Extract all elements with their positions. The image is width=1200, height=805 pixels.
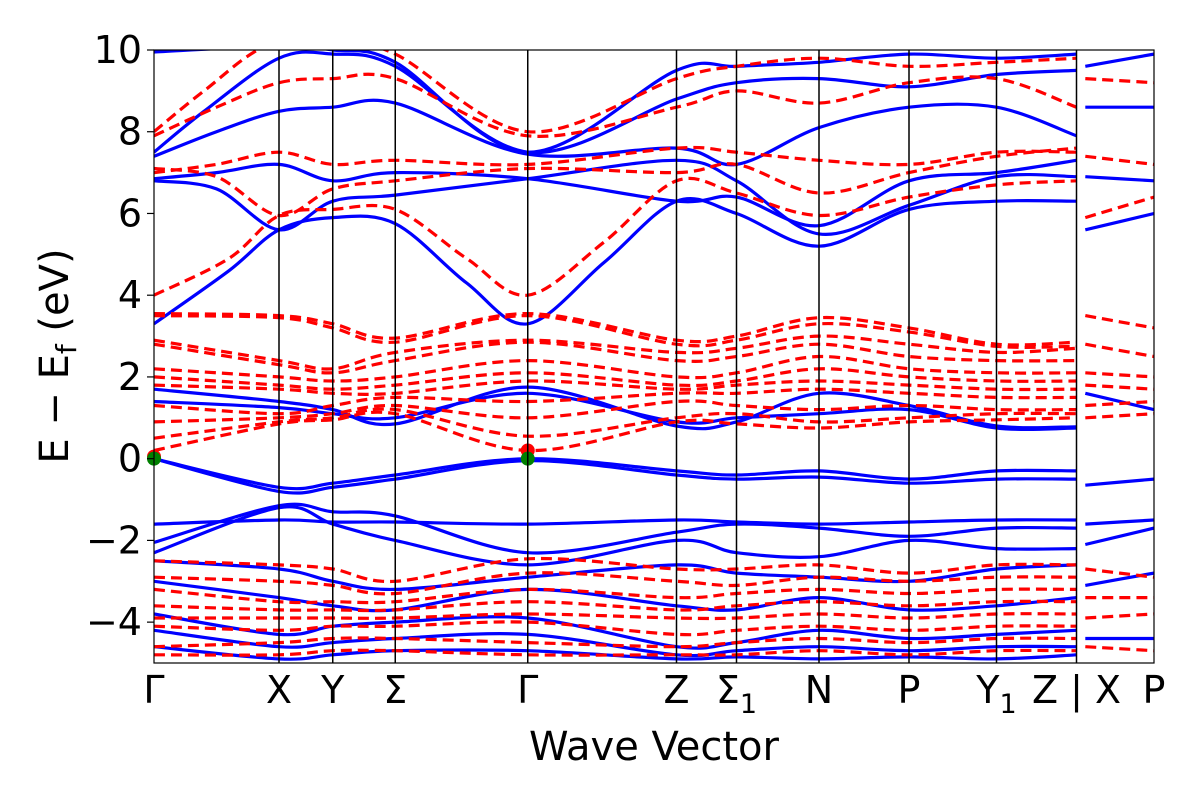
y-axis-label-sub: f (50, 343, 83, 354)
kpoint-label-8: P (898, 668, 921, 712)
kpoint-label-3: Σ (383, 668, 407, 712)
plot-frame (153, 49, 1155, 664)
kpoint-label-0: Γ (143, 668, 164, 712)
band-line-dashed-32 (154, 50, 1077, 134)
kpoint-label-9: Y1 (975, 668, 1016, 720)
band-line-solid-18 (154, 505, 1077, 567)
band-line-dashed-56 (154, 599, 1077, 613)
kpoint-label-5: Z (663, 668, 689, 712)
band-line-dashed-28 (154, 176, 1077, 297)
band-line-dashed-61 (1085, 567, 1154, 579)
band-line-solid-9 (1085, 52, 1154, 68)
band-line-dashed-36 (154, 311, 1077, 347)
band-line-dashed-55 (154, 587, 1077, 605)
band-line-solid-23 (154, 645, 1077, 661)
kpoint-label-11: P (1143, 668, 1166, 712)
band-line-solid-14 (154, 457, 1077, 495)
band-line-dashed-45 (154, 407, 1077, 440)
band-line-dashed-52 (1085, 412, 1154, 420)
band-line-solid-26 (1085, 571, 1154, 587)
band-line-dashed-42 (154, 379, 1077, 396)
kpoint-label-6: Σ1 (716, 668, 757, 720)
y-tick-label-3: 2 (118, 355, 142, 399)
y-tick-label-6: 8 (118, 110, 142, 154)
kpoint-label-4: Γ (517, 668, 538, 712)
band-line-dashed-50 (1085, 383, 1154, 391)
band-line-dashed-37 (154, 313, 1077, 349)
y-tick-label-2: 0 (118, 437, 142, 481)
band-line-solid-22 (154, 628, 1077, 658)
y-axis-label: E − Ef (eV) (32, 248, 83, 463)
y-axis-label-unit: (eV) (32, 248, 78, 344)
band-line-dashed-33 (1084, 195, 1154, 220)
y-tick-label-1: −2 (86, 518, 142, 562)
y-tick-label-4: 4 (118, 273, 142, 317)
band-line-dashed-46 (154, 410, 1077, 453)
band-line-dashed-49 (1085, 371, 1154, 379)
x-axis-ticks: Γ X Y Σ Γ Z Σ1 N P Y1 Z | X P (143, 668, 1165, 720)
band-line-solid-4 (154, 50, 1077, 155)
band-line-solid-17 (154, 502, 1077, 555)
kpoint-label-10: Z | X (1032, 668, 1121, 713)
band-line-solid-21 (154, 612, 1077, 650)
band-line-dashed-53 (154, 556, 1077, 584)
y-axis-ticks: −4 −2 0 2 4 6 8 10 (86, 28, 154, 644)
band-line-solid-16 (154, 518, 1077, 526)
band-line-solid-6 (1084, 211, 1154, 232)
band-line-solid-13 (154, 457, 1077, 491)
band-line-solid-15 (1085, 477, 1154, 487)
band-line-dashed-51 (1085, 399, 1154, 408)
band-line-solid-12 (1084, 391, 1154, 412)
band-line-dashed-44 (154, 399, 1077, 424)
y-tick-label-5: 6 (118, 191, 142, 235)
band-line-dashed-48 (1085, 342, 1154, 359)
kpoint-label-2: Y (320, 668, 345, 712)
band-line-dashed-59 (154, 636, 1077, 649)
y-axis-label-main: E − E (32, 354, 78, 464)
y-tick-label-0: −4 (86, 600, 142, 644)
band-line-dashed-58 (154, 620, 1077, 637)
band-line-dashed-54 (154, 571, 1077, 596)
band-line-solid-24 (1085, 518, 1154, 526)
band-line-dashed-31 (154, 72, 1078, 138)
band-line-dashed-40 (154, 354, 1077, 383)
band-line-solid-2 (154, 158, 1077, 228)
kpoint-label-1: X (266, 668, 292, 712)
band-line-dashed-47 (1085, 314, 1154, 330)
band-line-solid-0 (154, 196, 1077, 326)
y-tick-label-7: 10 (94, 28, 142, 72)
band-line-solid-25 (1084, 526, 1154, 547)
band-line-dashed-64 (1085, 645, 1154, 653)
band-line-solid-5 (154, 50, 1077, 154)
kpoint-label-7: N (805, 668, 833, 712)
x-axis-label: Wave Vector (529, 724, 780, 770)
band-line-dashed-34 (1085, 154, 1154, 166)
band-line-dashed-57 (154, 612, 1077, 621)
band-line-solid-7 (1085, 175, 1154, 183)
band-line-dashed-43 (154, 387, 1077, 416)
high-symmetry-lines (278, 50, 1078, 663)
band-line-dashed-41 (154, 367, 1077, 391)
band-line-dashed-35 (1085, 77, 1154, 85)
band-line-dashed-63 (1085, 612, 1154, 620)
band-lines (154, 50, 1154, 661)
band-line-dashed-60 (154, 648, 1077, 657)
